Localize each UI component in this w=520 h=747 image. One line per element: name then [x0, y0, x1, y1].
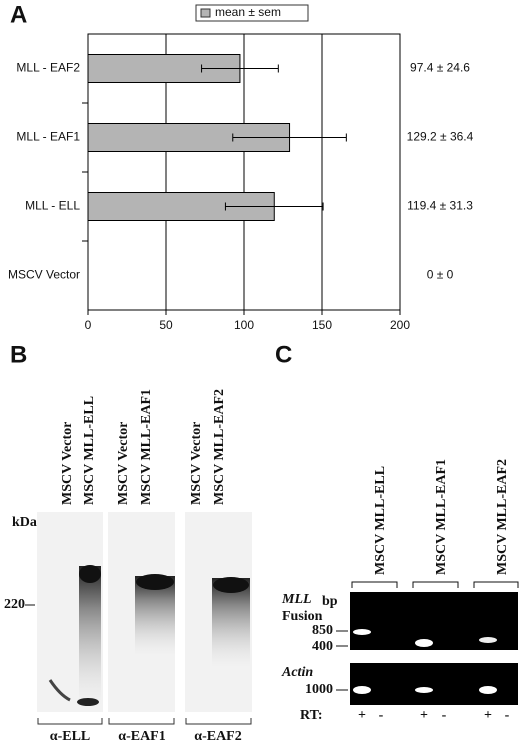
unit-label: bp	[322, 594, 338, 609]
rt-sign: +	[358, 708, 366, 723]
rt-sign: -	[379, 708, 384, 723]
value-label: 0 ± 0	[427, 268, 454, 282]
legend-label: mean ± sem	[215, 5, 281, 19]
band-smear	[79, 566, 101, 706]
lane-label: MSCV MLL-EAF1	[139, 389, 154, 505]
x-tick-label: 50	[159, 318, 173, 332]
gene-label: Fusion	[282, 609, 323, 624]
legend-swatch	[200, 8, 211, 18]
band	[48, 679, 71, 702]
lane-label: MSCV Vector	[116, 422, 131, 505]
value-label: 129.2 ± 36.4	[407, 130, 474, 144]
lane-label: MSCV Vector	[60, 422, 75, 505]
band	[479, 686, 497, 694]
legend-box	[195, 4, 309, 22]
band	[415, 639, 433, 647]
lane-label: MSCV MLL-EAF2	[212, 389, 227, 505]
rt-sign: -	[442, 708, 447, 723]
band	[79, 565, 101, 583]
band	[353, 686, 371, 694]
unit-label: kDa	[12, 515, 37, 530]
panel-label: C	[275, 341, 292, 368]
value-label: 97.4 ± 24.6	[410, 61, 470, 75]
band	[77, 698, 99, 706]
lane-label: MSCV MLL-EAF2	[495, 459, 510, 575]
panel-label: B	[10, 341, 27, 368]
band	[415, 687, 433, 693]
x-tick-label: 0	[85, 318, 92, 332]
band	[479, 637, 497, 643]
lane-label: MSCV MLL-ELL	[82, 396, 97, 505]
rt-sign: -	[505, 708, 510, 723]
panel-label: A	[10, 1, 27, 28]
blots	[25, 512, 519, 725]
rt-sign: +	[484, 708, 492, 723]
y-tick-label: MLL - EAF1	[16, 130, 80, 144]
marker-label: 1000	[305, 682, 333, 697]
gel	[350, 663, 518, 705]
band	[353, 629, 371, 635]
rt-sign: +	[420, 708, 428, 723]
bracket	[37, 718, 252, 725]
x-tick-label: 150	[312, 318, 332, 332]
gene-label: MLL	[281, 592, 312, 607]
y-tick-label: MSCV Vector	[8, 268, 80, 282]
marker-label: 220	[4, 597, 25, 612]
marker-label: 400	[312, 639, 333, 654]
rt-label: RT:	[300, 708, 323, 723]
x-tick-label: 100	[234, 318, 254, 332]
band	[213, 577, 249, 593]
gene-label: Actin	[281, 665, 313, 680]
band	[136, 574, 174, 590]
lane-label: MSCV MLL-ELL	[373, 466, 388, 575]
x-tick-label: 200	[390, 318, 410, 332]
antibody-label: α-EAF1	[118, 729, 165, 744]
lane-label: MSCV MLL-EAF1	[434, 459, 449, 575]
lane-label: MSCV Vector	[189, 422, 204, 505]
antibody-label: α-EAF2	[194, 729, 241, 744]
marker-label: 850	[312, 623, 333, 638]
y-tick-label: MLL - ELL	[25, 199, 80, 213]
marker-tick	[336, 630, 348, 691]
bracket	[351, 581, 519, 588]
value-label: 119.4 ± 31.3	[407, 199, 473, 213]
antibody-label: α-ELL	[50, 729, 91, 744]
y-tick-label: MLL - EAF2	[16, 61, 80, 75]
